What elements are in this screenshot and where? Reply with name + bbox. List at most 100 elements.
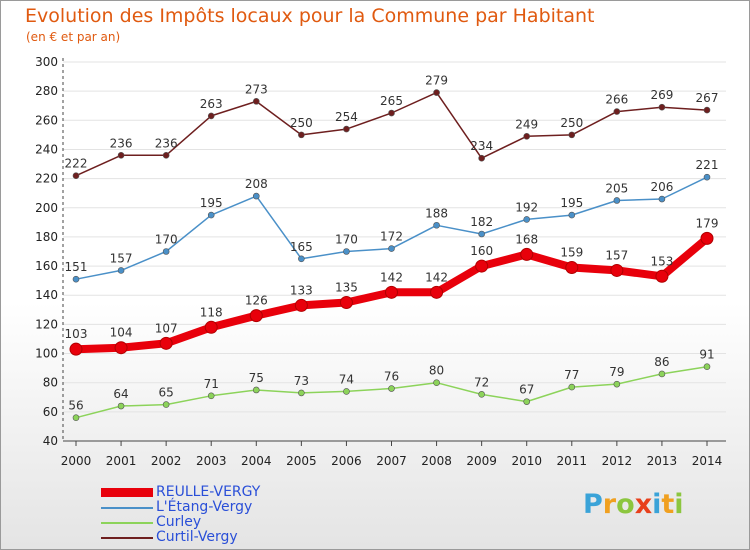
x-tick-label: 2006 <box>331 454 362 468</box>
x-tick-label: 2014 <box>692 454 723 468</box>
data-point-l-tang-vergy <box>568 211 576 219</box>
y-tick-label: 240 <box>35 142 58 156</box>
data-label-curley: 75 <box>249 371 264 385</box>
data-point-reulle-vergy <box>159 336 173 350</box>
x-tick-label: 2002 <box>151 454 182 468</box>
data-point-reulle-vergy <box>114 341 128 355</box>
y-tick-label: 220 <box>35 172 58 186</box>
y-tick-label: 40 <box>43 434 58 448</box>
y-tick-label: 300 <box>35 55 58 69</box>
data-label-curley: 80 <box>429 364 444 378</box>
data-point-reulle-vergy <box>430 285 444 299</box>
legend-swatch <box>101 506 153 509</box>
data-point-curtil-vergy <box>478 154 485 162</box>
legend-label: Curtil-Vergy <box>156 529 238 545</box>
legend-item-l-tang-vergy: L'Étang-Vergy <box>101 500 260 515</box>
data-point-l-tang-vergy <box>117 267 125 274</box>
data-label-curtil-vergy: 250 <box>560 116 583 130</box>
data-point-curtil-vergy <box>388 109 395 117</box>
data-point-l-tang-vergy <box>523 216 531 223</box>
data-label-l-tang-vergy: 221 <box>696 158 719 172</box>
data-label-curtil-vergy: 250 <box>290 116 313 130</box>
legend-label: Curley <box>156 514 202 530</box>
data-point-curley <box>388 385 395 392</box>
data-point-curley <box>658 370 666 378</box>
legend-swatch <box>101 521 153 524</box>
chart-subtitle: (en € et par an) <box>26 30 121 44</box>
data-label-curley: 64 <box>113 387 128 401</box>
x-tick-label: 2009 <box>466 454 497 468</box>
data-point-l-tang-vergy <box>207 211 215 219</box>
data-label-curley: 79 <box>609 365 624 379</box>
data-point-curtil-vergy <box>613 108 621 115</box>
data-point-curley <box>703 363 711 370</box>
data-label-reulle-vergy: 160 <box>470 244 493 258</box>
logo-letter: x <box>634 489 653 520</box>
data-point-curtil-vergy <box>207 112 215 120</box>
data-label-l-tang-vergy: 206 <box>650 180 673 194</box>
data-point-l-tang-vergy <box>72 275 80 283</box>
data-point-l-tang-vergy <box>613 197 621 204</box>
data-label-l-tang-vergy: 157 <box>110 251 133 265</box>
data-point-curtil-vergy <box>523 133 531 140</box>
x-tick-label: 2008 <box>421 454 452 468</box>
legend-item-reulle-vergy: REULLE-VERGY <box>101 485 260 500</box>
data-point-curtil-vergy <box>658 103 666 111</box>
data-label-curley: 73 <box>294 374 309 388</box>
data-label-reulle-vergy: 168 <box>515 232 538 246</box>
data-label-l-tang-vergy: 165 <box>290 240 313 254</box>
data-point-curley <box>613 380 621 388</box>
data-label-curley: 77 <box>564 368 579 382</box>
data-point-curtil-vergy <box>252 98 260 105</box>
x-tick-label: 2011 <box>557 454 588 468</box>
x-tick-label: 2003 <box>196 454 227 468</box>
data-label-reulle-vergy: 159 <box>560 246 583 260</box>
data-point-curtil-vergy <box>568 131 576 139</box>
data-point-curley <box>568 383 576 391</box>
data-point-reulle-vergy <box>385 285 398 299</box>
data-label-l-tang-vergy: 170 <box>335 233 358 247</box>
y-tick-label: 100 <box>35 347 58 361</box>
legend-item-curley: Curley <box>101 515 260 530</box>
data-label-curley: 56 <box>68 399 83 413</box>
logo-letter: r <box>602 489 617 520</box>
data-point-reulle-vergy <box>249 309 263 323</box>
data-label-reulle-vergy: 135 <box>335 281 358 295</box>
data-point-reulle-vergy <box>69 342 83 356</box>
y-tick-label: 200 <box>35 201 58 215</box>
proxiti-logo: Proxiti <box>583 489 684 520</box>
data-point-reulle-vergy <box>294 298 308 312</box>
data-point-curtil-vergy <box>703 106 711 114</box>
data-label-reulle-vergy: 157 <box>605 248 628 262</box>
x-tick-label: 2001 <box>106 454 137 468</box>
data-label-curtil-vergy: 279 <box>425 74 448 88</box>
x-tick-label: 2005 <box>286 454 317 468</box>
y-tick-label: 60 <box>43 405 58 419</box>
data-label-reulle-vergy: 103 <box>65 327 88 341</box>
data-point-l-tang-vergy <box>478 230 485 238</box>
data-point-curley <box>252 386 260 394</box>
data-label-reulle-vergy: 133 <box>290 283 313 297</box>
data-label-l-tang-vergy: 195 <box>200 196 223 210</box>
y-tick-label: 180 <box>35 230 58 244</box>
data-label-curtil-vergy: 254 <box>335 110 358 124</box>
data-point-curtil-vergy <box>162 151 170 159</box>
x-tick-label: 2012 <box>602 454 633 468</box>
data-label-curley: 91 <box>699 348 714 362</box>
data-point-reulle-vergy <box>565 261 579 275</box>
data-point-curley <box>207 392 215 400</box>
data-label-curtil-vergy: 273 <box>245 82 268 96</box>
logo-letter: P <box>583 489 603 520</box>
data-label-curtil-vergy: 269 <box>650 88 673 102</box>
data-label-curtil-vergy: 263 <box>200 97 223 111</box>
data-point-reulle-vergy <box>520 247 534 261</box>
data-label-l-tang-vergy: 188 <box>425 206 448 220</box>
y-tick-label: 80 <box>43 376 58 390</box>
data-point-l-tang-vergy <box>298 255 305 263</box>
data-label-curley: 65 <box>159 386 174 400</box>
data-point-l-tang-vergy <box>433 221 440 229</box>
data-label-l-tang-vergy: 192 <box>515 200 538 214</box>
data-point-curtil-vergy <box>117 151 125 159</box>
